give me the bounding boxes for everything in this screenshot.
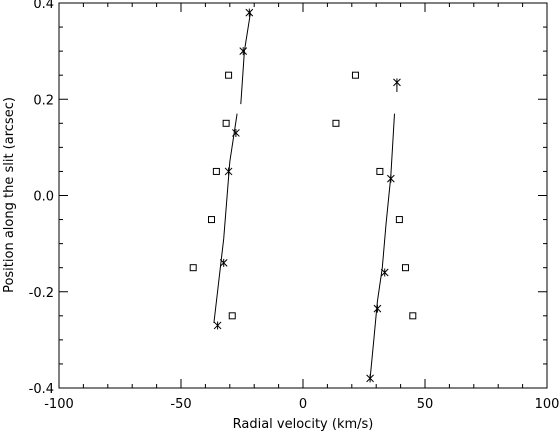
square-marker: [351, 71, 359, 79]
plot-area: [189, 8, 417, 383]
y-tick-label: 0.0: [33, 190, 54, 205]
asterisk-marker: [239, 47, 248, 56]
x-tick-label: 50: [417, 397, 434, 412]
square-marker: [208, 216, 215, 224]
square-marker: [395, 216, 403, 224]
square-marker: [225, 71, 233, 79]
y-tick-label: 0.2: [33, 93, 54, 108]
asterisk-marker: [245, 8, 254, 17]
x-axis-title: Radial velocity (km/s): [233, 417, 374, 432]
x-tick-label: -100: [44, 397, 74, 412]
y-tick-label: 0.4: [33, 0, 54, 12]
y-tick-label: -0.4: [29, 382, 54, 397]
x-tick-label: -50: [170, 397, 191, 412]
axes: -100 -50 0 50 100 0.4 0.2 0.0 -0.2 -0.4: [29, 0, 559, 412]
square-marker: [332, 119, 340, 127]
square-marker: [228, 312, 236, 320]
square-marker: [376, 167, 384, 175]
square-marker: [189, 264, 197, 272]
fit-line: [240, 12, 251, 105]
x-tick-label: 0: [299, 397, 307, 412]
y-tick-label: -0.2: [29, 286, 54, 301]
x-tick-label: 100: [535, 397, 559, 412]
square-marker: [409, 312, 417, 320]
fit-line: [213, 238, 225, 324]
asterisk-marker: [213, 321, 222, 330]
fit-line: [223, 113, 238, 239]
y-axis-title: Position along the slit (arcsec): [2, 97, 17, 293]
square-marker: [212, 167, 220, 175]
plot-frame: [58, 2, 548, 389]
fit-line: [369, 113, 395, 379]
square-marker: [222, 119, 230, 127]
square-marker: [401, 264, 409, 272]
